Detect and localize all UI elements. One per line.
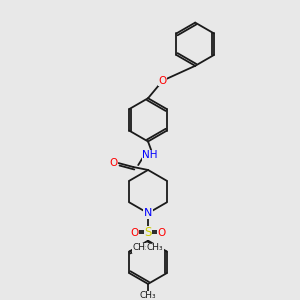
Text: O: O [130,228,138,238]
Text: O: O [158,228,166,238]
Text: CH₃: CH₃ [133,243,149,252]
Text: CH₃: CH₃ [140,291,156,300]
Text: S: S [144,226,152,239]
Text: O: O [159,76,167,85]
Text: O: O [110,158,118,168]
Text: NH: NH [142,150,158,160]
Text: N: N [144,208,152,218]
Text: CH₃: CH₃ [147,243,163,252]
